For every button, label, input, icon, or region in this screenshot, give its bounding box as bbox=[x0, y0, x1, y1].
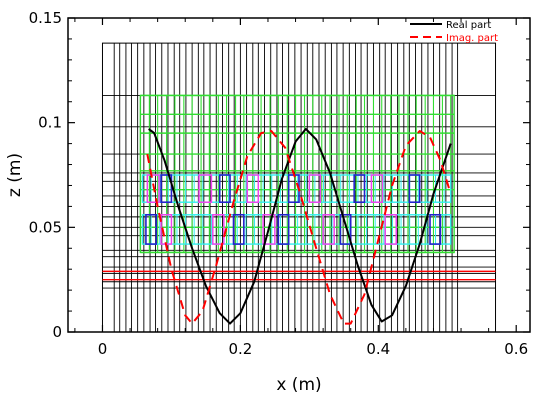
x-tick-label: 0 bbox=[98, 340, 108, 358]
series-layer bbox=[146, 127, 452, 325]
structure-blue-cell bbox=[160, 174, 173, 204]
legend: Real part Imag. part bbox=[410, 20, 498, 44]
y-tick-label: 0.1 bbox=[38, 114, 62, 132]
structure-blue-cell bbox=[339, 213, 352, 245]
y-tick-label: 0.15 bbox=[29, 9, 62, 27]
structure-magenta-cell bbox=[246, 174, 260, 203]
structure-blue-cell bbox=[145, 213, 158, 245]
structure-magenta-cell bbox=[262, 214, 276, 245]
structure-magenta-cell bbox=[384, 214, 397, 245]
series-real-line bbox=[148, 127, 452, 325]
structure-magenta-cell bbox=[370, 174, 384, 203]
legend-label-imag: Imag. part bbox=[446, 33, 498, 44]
axis-ticks bbox=[68, 17, 530, 333]
plot-frame bbox=[67, 17, 531, 333]
structure-magenta-cell bbox=[198, 174, 213, 203]
structure-magenta-cell bbox=[146, 174, 160, 203]
y-tick-label: 0.05 bbox=[29, 218, 62, 236]
structure-magenta-cell bbox=[212, 214, 225, 245]
series-imag-line bbox=[146, 130, 452, 325]
structure-blue-cell bbox=[218, 174, 231, 204]
structure-blue-cell bbox=[408, 174, 421, 204]
structure-blue-cell bbox=[429, 213, 442, 245]
structure-blue-cell bbox=[353, 174, 366, 204]
x-tick-label: 0.6 bbox=[504, 340, 528, 358]
y-axis-label: z (m) bbox=[5, 153, 25, 197]
structure-magenta-cell bbox=[308, 174, 322, 203]
x-tick-label: 0.2 bbox=[228, 340, 252, 358]
structure-magenta-cell bbox=[322, 214, 335, 245]
tick-labels: 0 0.2 0.4 0.6 0 0.05 0.1 0.15 bbox=[29, 9, 529, 358]
structure-blue-cell bbox=[232, 213, 245, 245]
x-tick-label: 0.4 bbox=[366, 340, 390, 358]
y-tick-label: 0 bbox=[52, 323, 62, 341]
x-axis-label: x (m) bbox=[276, 375, 321, 395]
structure-blue-cell bbox=[277, 213, 290, 245]
legend-label-real: Real part bbox=[446, 20, 491, 31]
structure-green-box bbox=[139, 94, 455, 254]
